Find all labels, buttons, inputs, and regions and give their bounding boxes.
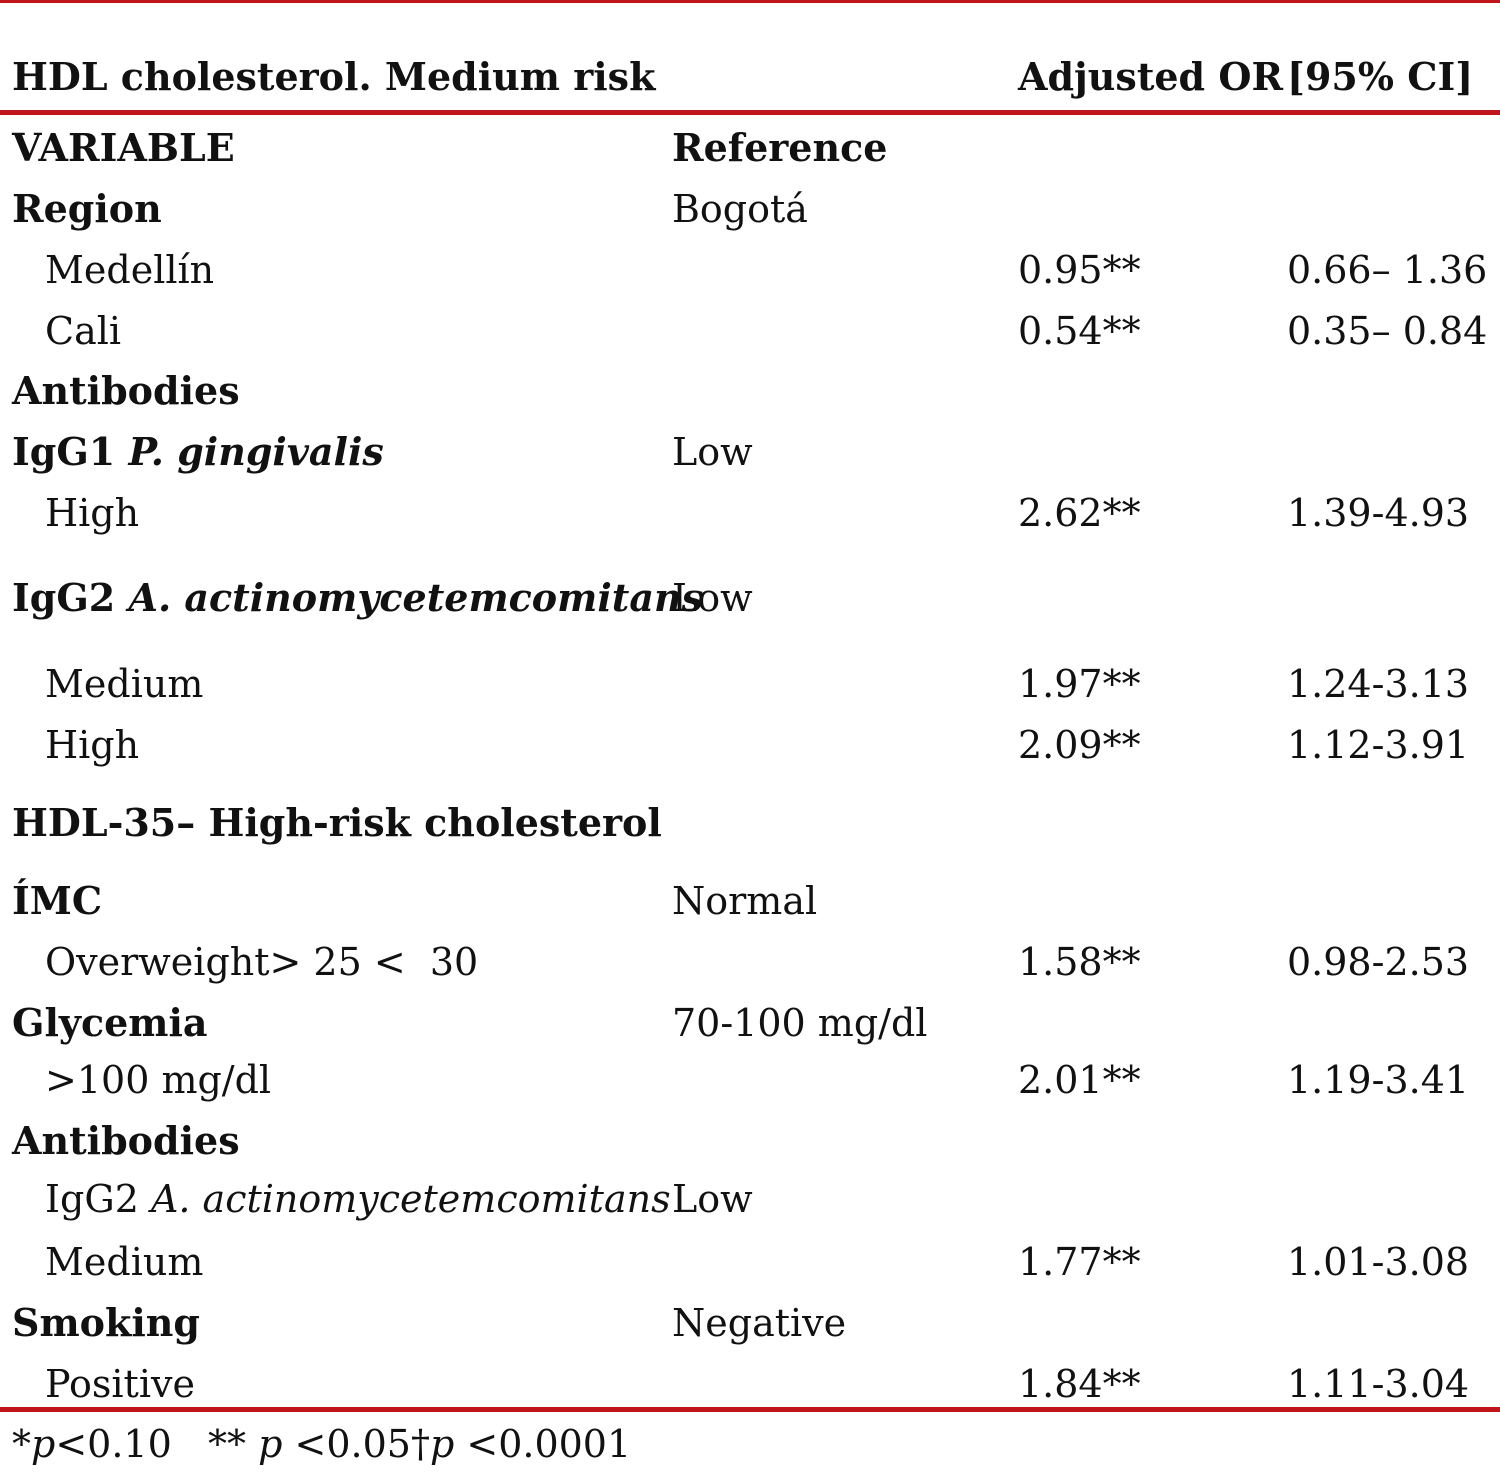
row-label: Overweight> 25 < 30 — [45, 940, 479, 984]
row-ci: 1.24-3.13 — [1287, 662, 1470, 706]
row-adjusted-or: 1.77** — [1018, 1240, 1141, 1284]
row-reference: Low — [672, 1177, 753, 1221]
row-label: IgG1 P. gingivalis — [12, 429, 384, 474]
row-ci: 0.35– 0.84 — [1287, 309, 1488, 353]
row-label: HDL-35– High-risk cholesterol — [12, 800, 662, 845]
row-label: High — [45, 491, 140, 535]
row-reference: Bogotá — [672, 187, 808, 231]
row-label: IgG2 A. actinomycetemcomitans — [45, 1177, 671, 1221]
footnote-star: * — [12, 1422, 31, 1466]
row-reference: 70-100 mg/dl — [672, 1001, 928, 1045]
row-label: Medium — [45, 1240, 204, 1284]
footnote-t1: <0.10 ** — [55, 1422, 259, 1466]
top-rule — [0, 0, 1500, 3]
header-rule — [0, 110, 1500, 115]
row-adjusted-or: 0.95** — [1018, 248, 1141, 292]
row-adjusted-or: 2.01** — [1018, 1058, 1141, 1102]
row-label: Smoking — [12, 1300, 200, 1345]
row-reference: Normal — [672, 879, 818, 923]
footnote-p2: p — [258, 1422, 283, 1466]
row-reference: Negative — [672, 1301, 847, 1345]
subheader-variable: VARIABLE — [12, 125, 235, 170]
row-ci: 1.39-4.93 — [1287, 491, 1470, 535]
row-label: ÍMC — [12, 878, 103, 923]
row-ci: 1.12-3.91 — [1287, 723, 1470, 767]
row-label: Positive — [45, 1362, 195, 1406]
row-label: Medellín — [45, 248, 215, 292]
row-label: Antibodies — [12, 1118, 240, 1163]
footnote-p1: p — [31, 1422, 56, 1466]
footnote: *p<0.10 ** p <0.05†p <0.0001 — [12, 1422, 631, 1466]
footnote-t3: <0.0001 — [454, 1422, 632, 1466]
row-adjusted-or: 2.09** — [1018, 723, 1141, 767]
row-reference: Low — [672, 576, 753, 620]
row-label: Region — [12, 186, 162, 231]
row-adjusted-or: 1.84** — [1018, 1362, 1141, 1406]
row-label: >100 mg/dl — [45, 1058, 272, 1102]
header-title: HDL cholesterol. Medium risk — [12, 54, 656, 99]
row-ci: 1.11-3.04 — [1287, 1362, 1470, 1406]
row-ci: 0.66– 1.36 — [1287, 248, 1488, 292]
row-adjusted-or: 0.54** — [1018, 309, 1141, 353]
row-label: Medium — [45, 662, 204, 706]
row-ci: 1.19-3.41 — [1287, 1058, 1470, 1102]
row-adjusted-or: 1.97** — [1018, 662, 1141, 706]
row-ci: 0.98-2.53 — [1287, 940, 1470, 984]
row-label: Antibodies — [12, 368, 240, 413]
footnote-p3: p — [429, 1422, 455, 1466]
row-label: Glycemia — [12, 1000, 208, 1045]
row-label: High — [45, 723, 140, 767]
row-label: IgG2 A. actinomycetemcomitans — [12, 575, 703, 620]
row-adjusted-or: 1.58** — [1018, 940, 1141, 984]
row-reference: Low — [672, 430, 753, 474]
footnote-t2: <0.05† — [282, 1422, 430, 1466]
bottom-rule — [0, 1407, 1500, 1412]
subheader-reference: Reference — [672, 125, 888, 170]
row-ci: 1.01-3.08 — [1287, 1240, 1470, 1284]
row-adjusted-or: 2.62** — [1018, 491, 1141, 535]
row-label: Cali — [45, 309, 122, 353]
header-ci: [95% CI] — [1287, 54, 1474, 99]
header-adjusted-or: Adjusted OR — [1018, 54, 1284, 99]
